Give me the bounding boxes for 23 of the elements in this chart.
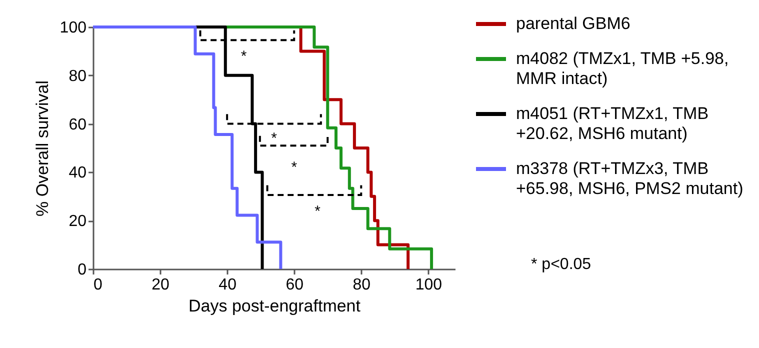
annotation: * <box>271 130 278 148</box>
x-tick-label: 0 <box>94 276 102 294</box>
annotation: * <box>240 48 247 65</box>
y-tick-label: 100 <box>60 20 87 36</box>
text: * p<0.05 <box>531 256 592 274</box>
y-tick-label: 60 <box>68 116 87 134</box>
legend-label: m3378 (RT+TMZx3, TMB +65.98, MSH6, PMS2 mutant) <box>516 159 744 199</box>
annotation: * <box>291 159 298 176</box>
legend-label: parental GBM6 <box>516 14 630 34</box>
x-tick-label: 40 <box>218 276 237 294</box>
y-axis-title: % Overall survival <box>32 80 52 217</box>
legend-label: m4082 (TMZx1, TMB +5.98, MMR intact) <box>516 49 730 89</box>
x-axis-title: Days post-engraftment <box>188 296 361 316</box>
x-tick-label: 20 <box>152 276 170 294</box>
y-tick-label: 0 <box>78 262 87 278</box>
x-tick-label: 100 <box>415 276 442 294</box>
annotation: * <box>314 202 321 220</box>
y-tick-label: 80 <box>68 68 87 85</box>
x-tick-label: 60 <box>286 276 304 294</box>
y-tick-label: 20 <box>68 213 87 230</box>
legend-label: m4051 (RT+TMZx1, TMB +20.62, MSH6 mutant) <box>516 104 710 144</box>
y-tick-label: 40 <box>68 164 87 182</box>
x-tick-label: 80 <box>352 276 371 294</box>
